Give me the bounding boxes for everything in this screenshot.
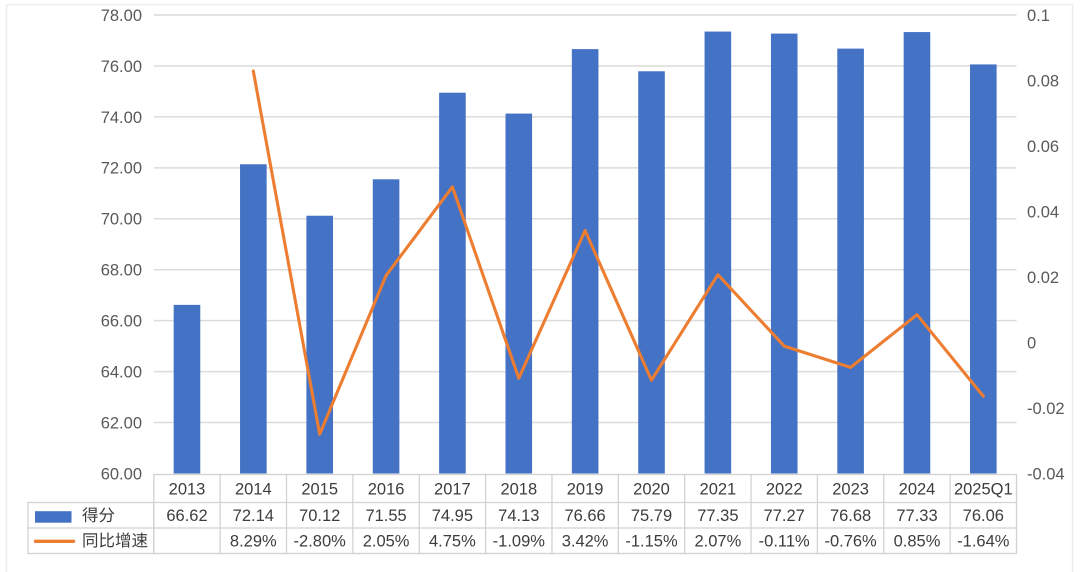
svg-text:2023: 2023 — [832, 480, 869, 498]
svg-text:72.14: 72.14 — [233, 507, 274, 525]
svg-text:2018: 2018 — [500, 480, 537, 498]
svg-text:0.04: 0.04 — [1027, 203, 1059, 221]
svg-text:-1.15%: -1.15% — [625, 532, 678, 550]
svg-text:76.68: 76.68 — [830, 507, 871, 525]
svg-text:2015: 2015 — [301, 480, 338, 498]
svg-text:77.33: 77.33 — [896, 507, 937, 525]
svg-text:70.12: 70.12 — [299, 507, 340, 525]
svg-text:2024: 2024 — [899, 480, 936, 498]
svg-text:-0.02: -0.02 — [1027, 400, 1065, 418]
svg-text:0.02: 0.02 — [1027, 269, 1059, 287]
svg-text:74.95: 74.95 — [432, 507, 473, 525]
svg-text:-1.09%: -1.09% — [493, 532, 546, 550]
svg-text:2016: 2016 — [368, 480, 405, 498]
svg-text:72.00: 72.00 — [101, 160, 142, 178]
svg-text:0: 0 — [1027, 334, 1036, 352]
svg-text:78.00: 78.00 — [101, 7, 142, 25]
svg-text:2.07%: 2.07% — [695, 532, 742, 550]
svg-text:-0.04: -0.04 — [1027, 465, 1065, 483]
svg-text:71.55: 71.55 — [365, 507, 406, 525]
svg-text:66.00: 66.00 — [101, 313, 142, 331]
svg-text:76.66: 76.66 — [564, 507, 605, 525]
svg-text:76.06: 76.06 — [963, 507, 1004, 525]
svg-text:60.00: 60.00 — [101, 465, 142, 483]
svg-text:2019: 2019 — [567, 480, 604, 498]
svg-text:8.29%: 8.29% — [230, 532, 277, 550]
svg-text:-0.11%: -0.11% — [759, 532, 810, 550]
svg-text:74.00: 74.00 — [101, 109, 142, 127]
svg-text:2017: 2017 — [434, 480, 471, 498]
svg-text:2014: 2014 — [235, 480, 272, 498]
svg-text:2020: 2020 — [633, 480, 670, 498]
svg-text:2.05%: 2.05% — [363, 532, 410, 550]
svg-text:-0.76%: -0.76% — [824, 532, 877, 550]
svg-text:2013: 2013 — [169, 480, 206, 498]
svg-text:74.13: 74.13 — [498, 507, 539, 525]
svg-text:3.42%: 3.42% — [562, 532, 609, 550]
svg-text:70.00: 70.00 — [101, 211, 142, 229]
svg-text:77.27: 77.27 — [764, 507, 805, 525]
svg-text:2021: 2021 — [700, 480, 737, 498]
svg-text:4.75%: 4.75% — [429, 532, 476, 550]
svg-text:76.00: 76.00 — [101, 58, 142, 76]
svg-text:64.00: 64.00 — [101, 364, 142, 382]
svg-text:0.85%: 0.85% — [894, 532, 941, 550]
svg-text:-2.80%: -2.80% — [294, 532, 347, 550]
svg-text:77.35: 77.35 — [697, 507, 738, 525]
svg-text:0.1: 0.1 — [1027, 7, 1050, 25]
svg-text:68.00: 68.00 — [101, 262, 142, 280]
svg-text:2025Q1: 2025Q1 — [954, 480, 1013, 498]
svg-text:75.79: 75.79 — [631, 507, 672, 525]
svg-text:2022: 2022 — [766, 480, 803, 498]
svg-text:62.00: 62.00 — [101, 415, 142, 433]
svg-text:0.06: 0.06 — [1027, 138, 1059, 156]
svg-text:-1.64%: -1.64% — [957, 532, 1010, 550]
svg-text:66.62: 66.62 — [166, 507, 207, 525]
svg-text:0.08: 0.08 — [1027, 72, 1059, 90]
